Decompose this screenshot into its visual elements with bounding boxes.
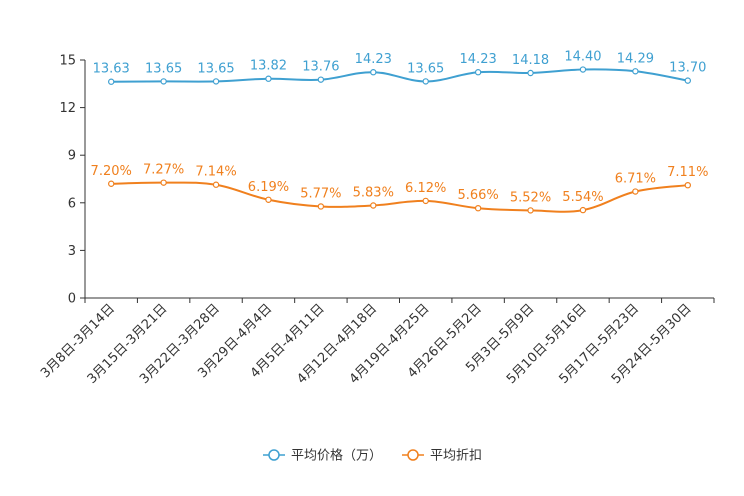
data-point[interactable]	[317, 76, 325, 83]
data-label: 13.63	[93, 62, 130, 77]
data-point[interactable]	[474, 204, 482, 212]
data-label: 13.76	[302, 60, 339, 75]
series-line	[111, 181, 688, 213]
data-point[interactable]	[422, 78, 429, 85]
data-point[interactable]	[265, 75, 272, 82]
y-tick-label: 3	[68, 244, 76, 259]
series-line	[111, 68, 688, 83]
series-layer: 13.63 13.65 13.65 13.82 13.76 14.23 13.65 14.23…	[91, 50, 708, 214]
data-label: 6.71%	[615, 172, 656, 187]
data-point[interactable]	[474, 69, 482, 76]
data-label: 6.12%	[405, 181, 446, 196]
legend[interactable]: 平均价格（万） 平均折扣	[263, 448, 482, 464]
data-point[interactable]	[160, 78, 167, 85]
data-label: 14.29	[617, 51, 654, 66]
data-point[interactable]	[317, 203, 325, 210]
legend-marker-icon	[407, 449, 419, 461]
data-point[interactable]	[265, 196, 272, 203]
series-avg-price: 13.63 13.65 13.65 13.82 13.76 14.23 13.65 14.23…	[93, 50, 706, 85]
data-label: 14.23	[355, 52, 392, 67]
data-label: 13.65	[197, 61, 234, 76]
data-label: 5.66%	[457, 188, 498, 203]
legend-marker-icon	[268, 449, 280, 461]
data-label: 5.52%	[510, 190, 551, 205]
data-label: 7.14%	[195, 165, 236, 180]
data-point[interactable]	[684, 181, 691, 189]
data-point[interactable]	[108, 78, 115, 85]
series-avg-discount: 7.20% 7.27% 7.14% 6.19% 5.77% 5.83% 6.12% 5.66%…	[91, 163, 708, 214]
data-label: 7.20%	[91, 164, 132, 179]
y-tick-label: 15	[59, 54, 76, 69]
data-point[interactable]	[212, 181, 220, 188]
y-tick-label: 9	[68, 149, 76, 164]
data-point[interactable]	[370, 202, 377, 209]
x-axis: 3月8日-3月14日3月15日-3月21日3月22日-3月28日3月29日-4月…	[38, 297, 715, 387]
data-label: 5.54%	[562, 190, 603, 205]
legend-item-avg-discount[interactable]: 平均折扣	[402, 449, 482, 464]
data-label: 5.83%	[353, 185, 394, 200]
data-point[interactable]	[212, 78, 220, 85]
data-label: 7.11%	[667, 165, 708, 180]
data-label: 14.18	[512, 53, 549, 68]
data-label: 13.70	[669, 61, 706, 76]
data-point[interactable]	[527, 69, 534, 77]
data-label: 13.82	[250, 59, 287, 74]
legend-item-avg-price[interactable]: 平均价格（万）	[263, 448, 382, 464]
data-label: 6.19%	[248, 180, 289, 195]
y-tick-label: 6	[68, 196, 76, 211]
y-tick-label: 0	[68, 292, 76, 307]
data-label: 13.65	[407, 61, 444, 76]
data-point[interactable]	[684, 77, 691, 84]
data-point[interactable]	[527, 207, 534, 214]
data-label: 13.65	[145, 61, 182, 76]
data-point[interactable]	[422, 197, 429, 205]
data-point[interactable]	[108, 180, 115, 187]
data-point[interactable]	[370, 69, 377, 76]
legend-label: 平均折扣	[430, 449, 482, 464]
data-label: 7.27%	[143, 163, 184, 178]
data-point[interactable]	[632, 188, 639, 195]
data-point[interactable]	[579, 66, 587, 73]
data-point[interactable]	[160, 179, 167, 186]
data-label: 14.23	[460, 52, 497, 67]
data-label: 14.40	[564, 50, 601, 65]
legend-label: 平均价格（万）	[291, 448, 382, 464]
y-tick-label: 12	[59, 101, 76, 116]
y-axis: 0 3 6 9 12 15	[59, 54, 86, 307]
data-point[interactable]	[632, 68, 639, 75]
data-label: 5.77%	[300, 186, 341, 201]
data-point[interactable]	[579, 206, 587, 214]
